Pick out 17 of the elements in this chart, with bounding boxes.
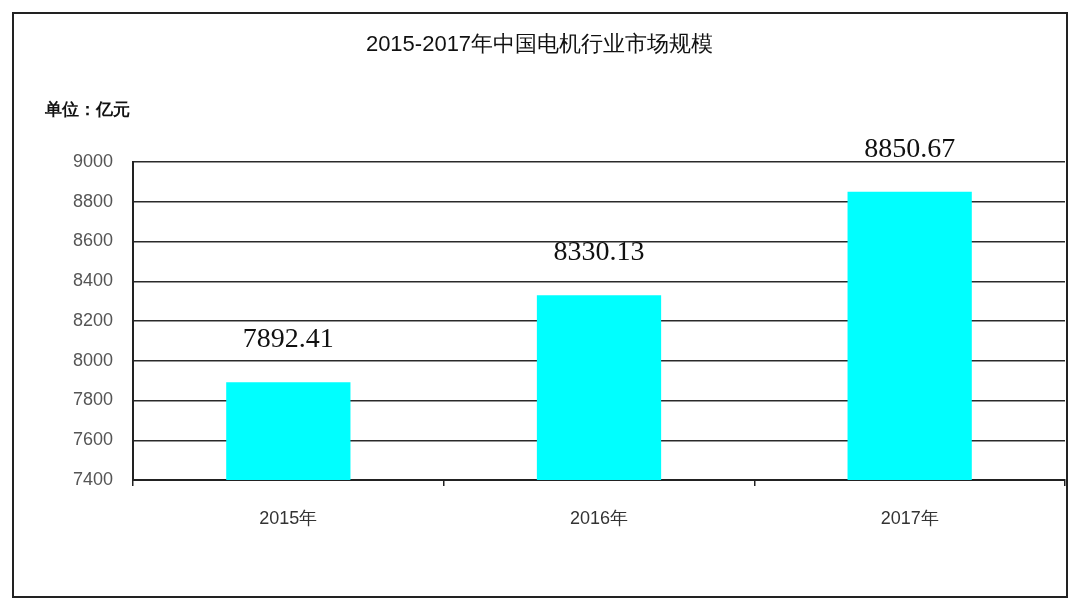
data-label: 8330.13 [553, 235, 645, 267]
x-tick-label: 2017年 [880, 507, 939, 528]
data-label: 7892.41 [242, 322, 334, 354]
y-axis-title: 单位：亿元 [44, 99, 130, 119]
chart-title: 2015-2017年中国电机行业市场规模 [365, 31, 714, 57]
y-tick-label: 8800 [72, 190, 113, 211]
y-tick-label: 7400 [72, 468, 113, 489]
y-tick-label: 8400 [72, 270, 113, 291]
x-tick-label: 2015年 [259, 507, 318, 528]
y-tick-label: 7600 [72, 429, 113, 450]
y-tick-label: 8000 [72, 349, 113, 370]
y-tick-label: 8200 [72, 309, 113, 330]
y-tick-label: 7800 [72, 389, 113, 410]
data-label: 8850.67 [864, 131, 956, 163]
y-tick-label: 8600 [72, 230, 113, 251]
y-tick-label: 9000 [72, 150, 113, 171]
x-tick-label: 2016年 [569, 507, 629, 528]
